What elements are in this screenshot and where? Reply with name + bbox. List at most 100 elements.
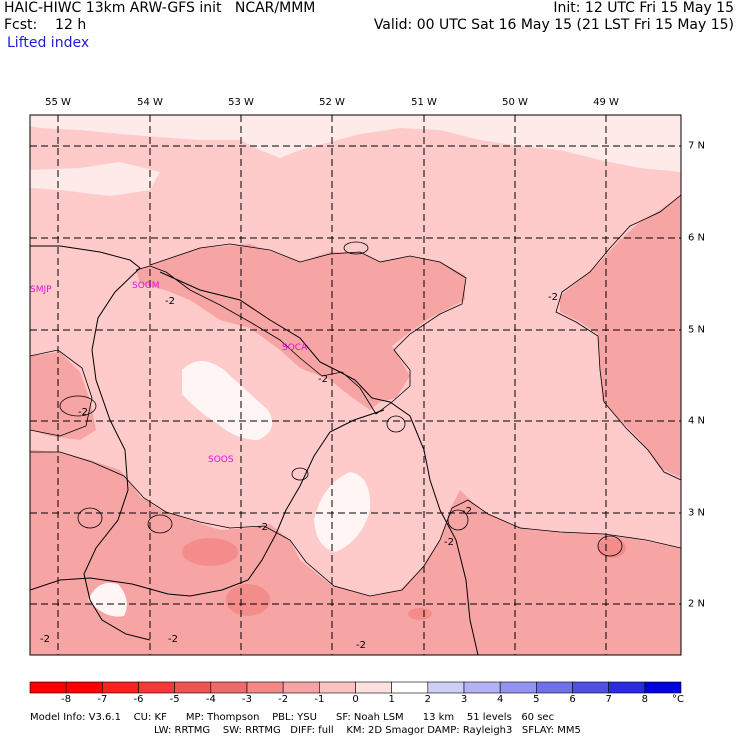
warm-band-central <box>136 244 465 410</box>
station-smjp: SMJP <box>30 285 52 295</box>
lon-label-52w: 52 W <box>319 97 345 108</box>
colorbar-tick-label: -5 <box>169 694 180 705</box>
colorbar-tick-label: -8 <box>61 694 72 705</box>
contour-loop-7 <box>447 509 469 531</box>
contour-central <box>135 243 467 415</box>
colorbar-swatch <box>29 681 67 694</box>
lat-lon-grid <box>30 115 681 655</box>
colorbar-swatch <box>138 681 175 694</box>
station-soos: SOOS <box>208 455 234 465</box>
contour-label-7: -2 <box>40 634 50 645</box>
contour-loop-1 <box>59 395 97 417</box>
colorbar-tick-label: -4 <box>205 694 216 705</box>
contour-label-6: -2 <box>444 537 454 548</box>
pale-patch-3 <box>88 582 127 617</box>
warm-spot-2 <box>226 584 270 616</box>
contour-loop-5 <box>386 415 406 433</box>
init-time: Init: 12 UTC Fri 15 May 15 <box>553 0 734 16</box>
contour-label-3: -2 <box>78 407 88 418</box>
contour-loop-8 <box>597 535 623 557</box>
plot-frame <box>29 114 682 656</box>
border-west <box>30 245 151 641</box>
lon-label-49w: 49 W <box>593 97 619 108</box>
colorbar-swatch <box>536 681 573 694</box>
colorbar-tick-label: 1 <box>388 694 395 705</box>
forecast-hour: Fcst: 12 h <box>4 17 87 33</box>
lon-label-51w: 51 W <box>411 97 437 108</box>
colorbar-tick-label: 4 <box>496 694 504 705</box>
colorbar-tick-label: 2 <box>424 694 432 705</box>
contours <box>30 194 681 597</box>
lat-label-4n: 4 N <box>688 415 706 427</box>
colorbar-swatch <box>572 681 609 694</box>
contour-loop-6 <box>343 241 369 255</box>
lon-label-54w: 54 W <box>137 97 163 108</box>
model-info-line1: Model Info: V3.6.1 CU: KF MP: Thompson P… <box>30 712 555 723</box>
contour-south <box>30 451 681 597</box>
colorbar-tick-label: -2 <box>278 694 289 705</box>
contour-label-1: -2 <box>165 296 175 307</box>
colorbar-tick-label: 8 <box>641 694 649 705</box>
colorbar-swatch <box>427 681 465 694</box>
colorbar-tick-label: -3 <box>242 694 252 705</box>
lat-label-2n: 2 N <box>688 598 706 610</box>
colorbar-swatch <box>174 681 212 694</box>
colorbar-swatch <box>499 681 537 694</box>
colorbar-swatch <box>319 681 356 694</box>
contour-east <box>555 194 681 481</box>
contour-label-4: -2 <box>548 292 558 303</box>
contour-label-10: -2 <box>462 506 472 517</box>
colorbar-swatch <box>282 681 320 694</box>
lat-label-6n: 6 N <box>688 232 706 244</box>
field-name: Lifted index <box>7 35 90 51</box>
colorbar-swatch <box>210 681 248 694</box>
colorbar-swatch <box>391 681 429 694</box>
contour-loop-2 <box>77 507 103 529</box>
warm-band-east <box>560 195 681 478</box>
warm-spot-1 <box>182 538 238 566</box>
station-soca: SOCA <box>282 343 308 353</box>
colorbar-tick-label: 6 <box>569 694 576 705</box>
pale-patch-1 <box>182 361 273 440</box>
contour-label-8: -2 <box>168 634 178 645</box>
contour-southwest <box>30 349 93 437</box>
pale-band-west <box>30 162 160 196</box>
colorbar-swatch <box>463 681 501 694</box>
colorbar-unit: °C <box>672 694 684 705</box>
pale-band-north <box>30 115 681 172</box>
colorbar-tick-label: 3 <box>460 694 468 705</box>
lon-label-55w: 55 W <box>45 97 71 108</box>
model-info-line2: LW: RRTMG SW: RRTMG DIFF: full KM: 2D Sm… <box>154 725 581 736</box>
lat-label-3n: 3 N <box>688 507 706 519</box>
border-central <box>159 271 479 655</box>
colorbar-swatch <box>608 681 646 694</box>
colorbar-tick-label: 5 <box>533 694 540 705</box>
borders <box>30 245 479 655</box>
warm-spot-4 <box>408 608 432 620</box>
colorbar-tick-label: 7 <box>605 694 612 705</box>
contour-loop-3 <box>147 514 173 534</box>
lat-label-5n: 5 N <box>688 324 706 336</box>
colorbar-swatch <box>246 681 284 694</box>
lon-label-50w: 50 W <box>502 97 528 108</box>
contour-loop-4 <box>291 467 309 481</box>
contour-label-5: -2 <box>258 522 268 533</box>
colorbar-tick-label: -1 <box>314 694 325 705</box>
colorbar-swatch <box>102 681 139 694</box>
station-labels: SMJP SOGM SOCA SOOS <box>30 281 308 465</box>
station-sogm: SOGM <box>132 281 160 291</box>
model-title: HAIC-HIWC 13km ARW-GFS init NCAR/MMM <box>4 0 316 16</box>
lat-label-7n: 7 N <box>688 140 706 152</box>
valid-time: Valid: 00 UTC Sat 16 May 15 (21 LST Fri … <box>373 17 734 33</box>
contour-label-2: -2 <box>318 374 328 385</box>
colorbar-tick-label: -6 <box>133 694 144 705</box>
contour-value-labels: -2 -2 -2 -2 -2 -2 -2 -2 -2 -2 <box>40 292 558 651</box>
warm-band-southwest <box>30 352 96 440</box>
colorbar-swatch <box>355 681 392 694</box>
contour-label-9: -2 <box>356 640 366 651</box>
colorbar <box>29 681 682 694</box>
colorbar-tick-label: 0 <box>352 694 359 705</box>
pale-patch-2 <box>314 472 371 552</box>
colorbar-swatch <box>644 681 682 694</box>
